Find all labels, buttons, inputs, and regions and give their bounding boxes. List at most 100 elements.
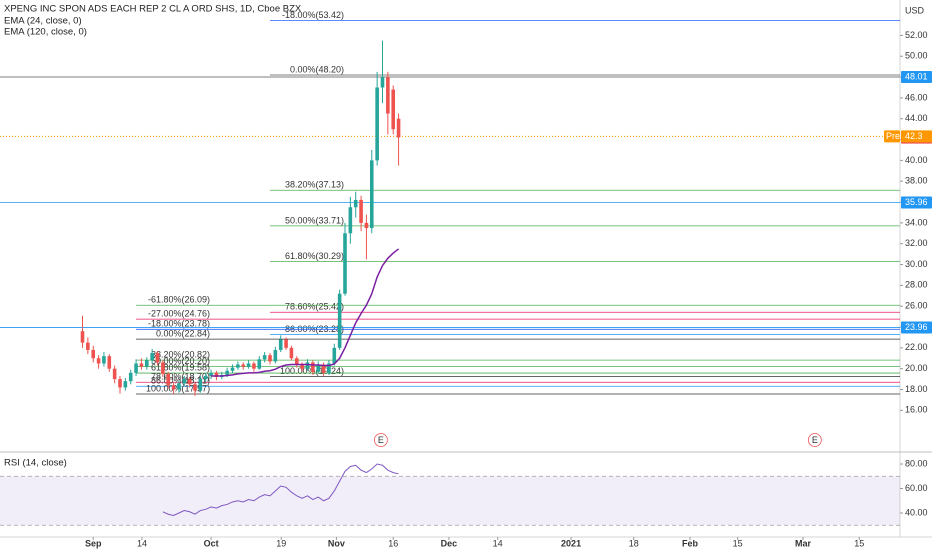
fib-label: -27.00%(24.76) (148, 308, 210, 318)
y-tick-label: 26.00 (905, 301, 928, 311)
y-tick-label: 44.00 (905, 113, 928, 123)
y-tick-label: 28.00 (905, 280, 928, 290)
candle-body (284, 339, 288, 348)
fib-label: 50.00%(33.71) (285, 215, 344, 225)
candle-body (348, 207, 353, 234)
fib-label: 78.60%(18.70) (151, 372, 210, 382)
candle-body (294, 358, 299, 365)
price-badge-label: 23.96 (905, 322, 928, 332)
candle-body (300, 364, 304, 369)
price-badge-label: 35.96 (905, 197, 928, 207)
y-tick-label: 46.00 (905, 92, 928, 102)
event-marker (373, 433, 388, 447)
candle-body (246, 363, 251, 367)
fib-label: -61.80%(26.09) (148, 295, 210, 305)
x-tick-label: Mar (795, 538, 812, 548)
fib-label: 86.00%(23.28) (285, 324, 344, 334)
rsi-tick-label: 40.00 (905, 507, 928, 517)
rsi-tick-label: 80.00 (905, 458, 928, 468)
y-tick-label: 40.00 (905, 155, 928, 165)
fib-label: 86.00%(18.31) (151, 376, 210, 386)
x-tick-label: Sep (85, 538, 102, 548)
candle-body (337, 293, 342, 348)
y-tick-label: 20.00 (905, 363, 928, 373)
candle-body (161, 362, 165, 374)
candle-body (209, 372, 213, 376)
candle-body (166, 373, 171, 386)
price-badge (901, 70, 932, 83)
rsi-band (0, 476, 900, 526)
x-tick-label: Dec (441, 538, 458, 548)
y-tick-label: 30.00 (905, 259, 928, 269)
fib-label: 61.80%(30.29) (285, 251, 344, 261)
candle-body (80, 331, 85, 343)
candle-body (375, 87, 379, 161)
price-badge (901, 196, 932, 209)
candle-body (150, 353, 154, 361)
ema-line (211, 248, 400, 377)
candle-body (187, 379, 192, 385)
pre-badge (884, 130, 900, 143)
candle-body (102, 356, 106, 364)
currency-label: USD (905, 5, 925, 15)
x-tick-label: Nov (328, 538, 345, 548)
rsi-line (162, 463, 399, 516)
indicator-legend: EMA (120, close, 0) (4, 27, 87, 38)
fib-label: 61.80%(19.58) (151, 362, 210, 372)
price-badge-label: 48.01 (905, 71, 928, 81)
y-tick-label: 18.00 (905, 384, 928, 394)
pre-badge-label: Pre (886, 131, 900, 141)
candle-body (171, 385, 176, 390)
x-tick-label: 2021 (561, 538, 581, 548)
rsi-legend: RSI (14, close) (4, 458, 67, 469)
fib-label: 50.00%(20.20) (151, 356, 210, 366)
candle-body (305, 362, 310, 369)
candle-body (230, 367, 235, 371)
rsi-tick-label: 60.00 (905, 483, 928, 493)
candle-body (128, 372, 133, 382)
candle-body (139, 363, 144, 367)
candle-body (241, 364, 246, 367)
fib-label: 38.20%(37.13) (285, 180, 344, 190)
y-tick-label: 32.00 (905, 238, 928, 248)
candle-body (86, 342, 90, 350)
candle-body (236, 364, 240, 368)
y-tick-label: 16.00 (905, 405, 928, 415)
candle-body (343, 233, 347, 294)
candle-body (364, 222, 369, 229)
x-tick-label: 14 (493, 538, 503, 548)
candle-body (182, 379, 187, 384)
event-marker (807, 433, 822, 447)
event-label: E (378, 435, 384, 445)
price-badge (901, 321, 932, 334)
candle-body (289, 347, 294, 359)
candle-body (396, 118, 401, 138)
candle-body (203, 375, 208, 380)
indicator-legend: EMA (24, close, 0) (4, 16, 82, 27)
candle-body (214, 372, 219, 378)
candle-body (268, 355, 272, 362)
x-tick-label: 15 (854, 538, 864, 548)
price-badge-label: 42.3 (905, 131, 923, 141)
candle-body (359, 199, 363, 223)
candle-body (353, 199, 358, 208)
candle-body (321, 364, 326, 373)
fib-label: -18.00%(23.78) (148, 319, 210, 329)
fib-label: 78.60%(25.42) (285, 302, 344, 312)
fib-label: 38.20%(20.82) (151, 350, 210, 360)
candle-body (134, 363, 138, 373)
candle-body (391, 89, 396, 130)
candle-body (144, 360, 149, 367)
candle-body (332, 347, 337, 364)
x-tick-label: 19 (276, 538, 286, 548)
chart-title: XPENG INC SPON ADS EACH REP 2 CL A ORD S… (4, 4, 302, 15)
candle-body (155, 353, 160, 363)
candle-body (107, 356, 112, 369)
candle-body (316, 364, 321, 372)
candle-body (386, 77, 390, 114)
x-tick-label: 18 (629, 538, 639, 548)
candle-body (198, 379, 203, 391)
